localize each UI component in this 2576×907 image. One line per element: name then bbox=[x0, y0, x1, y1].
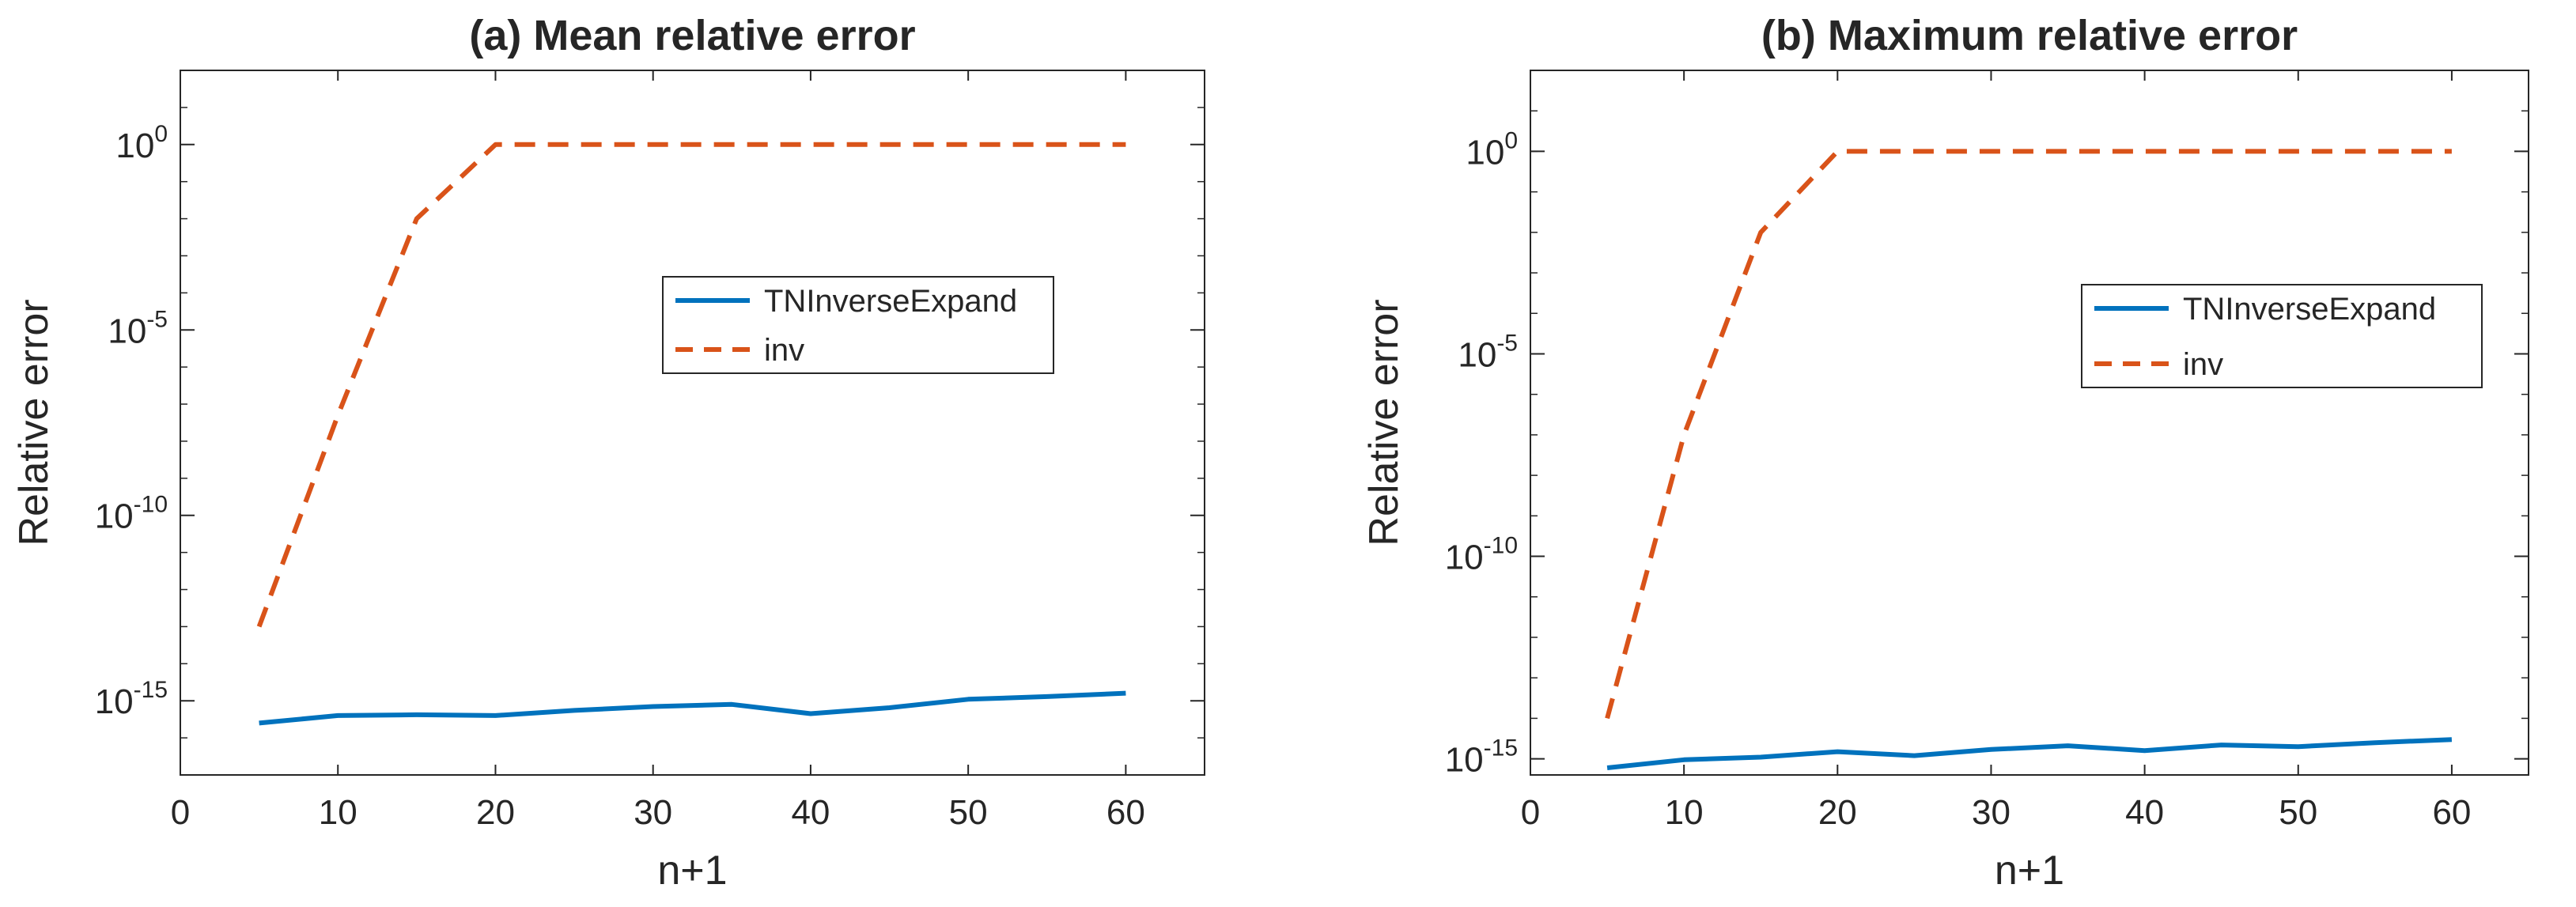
chart-b-x-tick-label: 30 bbox=[1972, 793, 2010, 832]
chart-b-y-tick-label: 10-10 bbox=[1445, 533, 1518, 577]
chart-a-y-tick-label: 10-5 bbox=[108, 306, 168, 350]
chart-a-y-axis-label: Relative error bbox=[11, 299, 57, 546]
chart-a-y-tick-label: 10-10 bbox=[95, 492, 168, 536]
chart-a-series-tninverseexpand-line bbox=[259, 690, 1126, 726]
chart-a-legend-label-tninverseexpand: TNInverseExpand bbox=[764, 284, 1017, 319]
chart-a-legend: TNInverseExpand inv bbox=[662, 276, 1054, 374]
chart-a-x-tick-label: 50 bbox=[949, 793, 988, 832]
chart-a-x-tick-label: 10 bbox=[319, 793, 357, 832]
chart-a-x-tick-label: 20 bbox=[476, 793, 515, 832]
chart-b-legend-box bbox=[2081, 284, 2483, 388]
chart-b-x-tick-label: 50 bbox=[2279, 793, 2317, 832]
chart-b-series-inv-line bbox=[1605, 149, 2452, 720]
chart-a-x-tick-label: 0 bbox=[171, 793, 190, 832]
chart-a-x-axis-label: n+1 bbox=[657, 848, 727, 894]
chart-b-x-tick-label: 10 bbox=[1665, 793, 1704, 832]
chart-b-x-tick-label: 20 bbox=[1818, 793, 1857, 832]
chart-a-y-tick-label: 10-15 bbox=[95, 677, 168, 721]
chart-b-plot-area bbox=[1530, 70, 2529, 776]
chart-a-x-tick-label: 60 bbox=[1106, 793, 1145, 832]
chart-b-x-tick-label: 40 bbox=[2125, 793, 2164, 832]
chart-a-title: (a) Mean relative error bbox=[469, 12, 915, 59]
chart-b-y-tick-label: 100 bbox=[1466, 127, 1518, 172]
chart-b-x-tick-label: 0 bbox=[1521, 793, 1540, 832]
chart-a-series-inv-line bbox=[256, 142, 1126, 628]
chart-b: 0 10 20 30 40 50 60 10-15 10-10 10-5 100 (b) Maximu… bbox=[1361, 12, 2529, 894]
chart-a: 0 10 20 30 40 50 60 10-15 10-10 10-5 100 (a) Mean r… bbox=[11, 12, 1205, 894]
chart-b-x-axis-label: n+1 bbox=[1995, 848, 2064, 894]
chart-b-y-axis-label: Relative error bbox=[1361, 299, 1407, 546]
chart-b-title: (b) Maximum relative error bbox=[1761, 12, 2298, 59]
chart-a-legend-box bbox=[662, 276, 1054, 374]
chart-a-legend-label-inv: inv bbox=[764, 333, 804, 368]
chart-b-series-tninverseexpand-line bbox=[1606, 737, 2453, 770]
chart-b-x-tick-label: 60 bbox=[2432, 793, 2471, 832]
chart-b-legend: TNInverseExpand inv bbox=[2081, 284, 2483, 388]
chart-b-legend-label-tninverseexpand: TNInverseExpand bbox=[2183, 292, 2436, 327]
chart-b-y-tick-label: 10-15 bbox=[1445, 735, 1518, 780]
chart-a-x-tick-label: 30 bbox=[634, 793, 672, 832]
chart-b-legend-label-inv: inv bbox=[2183, 347, 2223, 382]
chart-a-plot-area bbox=[180, 70, 1205, 776]
chart-a-y-tick-label: 100 bbox=[115, 121, 168, 165]
chart-a-x-tick-label: 40 bbox=[791, 793, 830, 832]
chart-b-y-tick-label: 10-5 bbox=[1458, 330, 1518, 374]
